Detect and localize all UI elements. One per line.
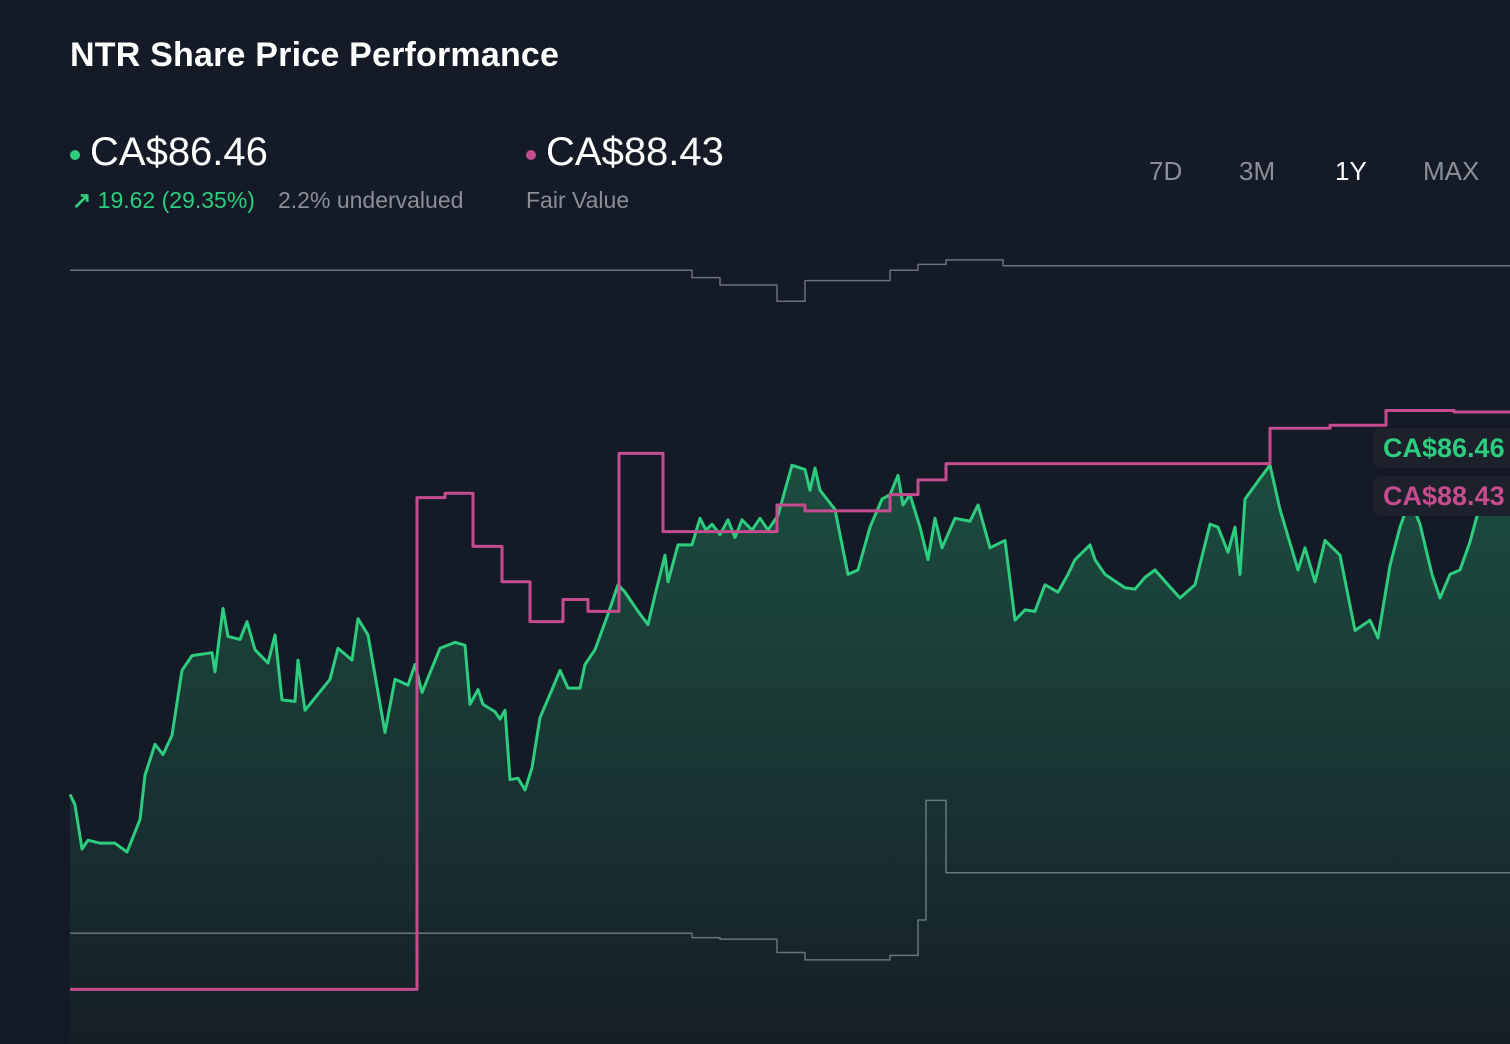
price-change-value: 19.62 (29.35%) xyxy=(97,187,255,213)
share-price-legend-dot xyxy=(70,149,80,160)
share-price-stat: CA$86.46 xyxy=(70,130,268,175)
fair-value-label: Fair Value xyxy=(526,187,630,213)
arrow-up-right-icon: ↗ xyxy=(72,187,92,213)
price-end-label: CA$86.46 xyxy=(1373,428,1510,468)
time-range-tabs: 7D 3M 1Y MAX xyxy=(0,156,1510,190)
upper-range-line xyxy=(70,259,1510,302)
share-price-area xyxy=(70,465,1510,1044)
fair-value-value: CA$88.43 xyxy=(546,130,724,174)
fair-value-stat: CA$88.43 xyxy=(526,130,724,175)
page-title: NTR Share Price Performance xyxy=(70,36,560,74)
tab-3m[interactable]: 3M xyxy=(1239,156,1276,186)
fair-value-line xyxy=(70,409,1510,991)
share-price-value: CA$86.46 xyxy=(90,130,268,174)
price-change: ↗ 19.62 (29.35%) xyxy=(72,187,255,214)
tab-1y[interactable]: 1Y xyxy=(1335,156,1367,186)
share-price-line xyxy=(68,463,1510,854)
tab-max[interactable]: MAX xyxy=(1423,156,1480,186)
fair-value-end-label: CA$88.43 xyxy=(1373,476,1510,516)
valuation-text: 2.2% undervalued xyxy=(278,187,464,213)
tab-7d[interactable]: 7D xyxy=(1149,156,1183,186)
fair-value-legend-dot xyxy=(526,149,536,160)
